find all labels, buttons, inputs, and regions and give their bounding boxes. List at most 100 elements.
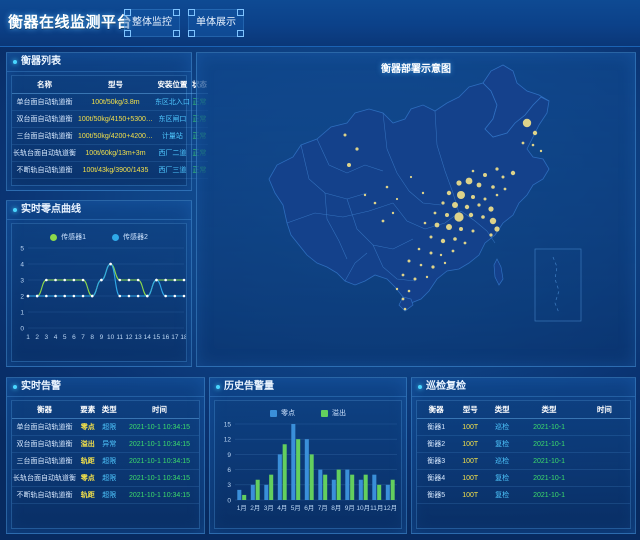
svg-text:6: 6 xyxy=(72,334,76,341)
map-deployment-dot xyxy=(453,237,457,241)
legend-item[interactable]: 零点 xyxy=(270,408,295,418)
table-row[interactable]: 不断轨自动轨道衡 轨距 超限 2021-10-1 10:34:15 xyxy=(12,486,199,504)
table-row[interactable]: 衡器1 100T 巡检 2021-10-1 xyxy=(417,418,630,436)
cell-time xyxy=(578,469,630,487)
map-deployment-dot xyxy=(521,141,525,145)
china-map[interactable] xyxy=(197,53,635,366)
map-deployment-dot xyxy=(503,187,507,191)
map-deployment-dot xyxy=(464,204,470,210)
legend-item[interactable]: 传感器1 xyxy=(50,232,86,242)
nav-button-single-display[interactable]: 单体展示 xyxy=(188,9,244,37)
map-deployment-dot xyxy=(343,133,347,137)
column-header: 名称 xyxy=(12,76,77,94)
map-deployment-dot xyxy=(425,275,429,279)
table-row[interactable]: 衡器3 100T 巡检 2021-10-1 xyxy=(417,452,630,470)
column-header: 要素 xyxy=(77,401,99,419)
page-title: 衡器在线监测平台 xyxy=(8,14,133,31)
table-row[interactable]: 衡器4 100T 复检 2021-10-1 xyxy=(417,469,630,487)
cell-time: 2021-10-1 10:34:15 xyxy=(120,452,199,470)
svg-text:11: 11 xyxy=(116,334,123,341)
svg-text:16: 16 xyxy=(162,334,170,341)
svg-text:8月: 8月 xyxy=(331,504,341,512)
cell-date: 2021-10-1 xyxy=(519,435,579,453)
cell-type: 复检 xyxy=(485,435,520,453)
column-header: 型号 xyxy=(77,76,154,94)
panel-title-inspection: 巡检复检 xyxy=(412,378,635,397)
history-alarm-body: 零点 溢出 0 3 6 9 12 15 1月 2月 3月 4月 5月 6月 7月 8月 9月 10月 11月 12月 xyxy=(214,400,402,529)
table-row[interactable]: 双台面自动轨道衡 溢出 异常 2021-10-1 10:34:15 xyxy=(12,435,199,453)
map-deployment-dot xyxy=(429,235,433,239)
cell-date: 2021-10-1 xyxy=(519,486,579,504)
history-alarm-chart: 0 3 6 9 12 15 1月 2月 3月 4月 5月 6月 7月 8月 9月 10月 11月 12月 xyxy=(224,421,397,512)
cell-name: 长轨台面自动轨道衡 xyxy=(12,144,77,162)
column-header: 类型 xyxy=(98,401,120,419)
corner-icon xyxy=(124,9,131,16)
map-deployment-dot xyxy=(445,213,449,217)
table-row[interactable]: 三台面自动轨道衡 轨距 超限 2021-10-1 10:34:15 xyxy=(12,452,199,470)
cell-model: 100t/50kg/4200+4200… xyxy=(77,127,154,145)
svg-text:1: 1 xyxy=(26,334,30,341)
map-deployment-dot xyxy=(510,170,516,176)
map-deployment-dot xyxy=(373,201,377,205)
cell-time xyxy=(578,486,630,504)
map-deployment-dot xyxy=(457,191,465,199)
map-deployment-dot xyxy=(419,263,423,267)
map-deployment-dot xyxy=(443,261,447,265)
panel-title-history-alarm: 历史告警量 xyxy=(210,378,406,397)
panel-device-list: 衡器列表 名称型号安装位置状态 单台面自动轨道衡100t/50kg/3.8m东区… xyxy=(6,52,208,191)
table-row[interactable]: 衡器5 100T 复检 2021-10-1 xyxy=(417,486,630,504)
svg-text:7: 7 xyxy=(81,334,85,341)
cell-device: 衡器5 xyxy=(417,486,456,504)
table-header-row: 名称型号安装位置状态 xyxy=(12,76,208,94)
zero-curve-body: 传感器1 传感器2 0 1 2 3 4 5 1 2 3 4 5 6 7 8 9 10 11 12 13 14 15 16 17… xyxy=(11,223,187,362)
panel-title-zero-curve: 实时零点曲线 xyxy=(7,201,191,220)
table-header-row: 衡器 要素 类型 时间 xyxy=(12,401,199,419)
map-deployment-dot xyxy=(539,149,543,153)
cell-type: 超限 xyxy=(98,486,120,504)
svg-text:1月: 1月 xyxy=(237,504,247,512)
table-header-row: 衡器 型号 类型 类型 时间 xyxy=(417,401,630,419)
svg-text:4月: 4月 xyxy=(277,504,287,512)
column-header: 衡器 xyxy=(12,401,77,419)
cell-name: 双台面自动轨道衡 xyxy=(12,110,77,128)
svg-text:12: 12 xyxy=(224,437,232,444)
map-deployment-dot xyxy=(407,289,411,293)
legend-item[interactable]: 传感器2 xyxy=(112,232,148,242)
cell-element: 轨距 xyxy=(77,452,99,470)
legend-swatch-icon xyxy=(270,409,277,417)
map-deployment-dot xyxy=(381,219,385,223)
nav-button-overall-monitor[interactable]: 整体监控 xyxy=(124,9,180,37)
cell-time: 2021-10-1 10:34:15 xyxy=(120,435,199,453)
map-deployment-dot xyxy=(347,163,351,167)
map-deployment-dot xyxy=(489,233,493,237)
map-deployment-dot xyxy=(532,130,538,136)
svg-text:5: 5 xyxy=(20,245,24,252)
cell-type: 异常 xyxy=(98,435,120,453)
table-row[interactable]: 衡器2 100T 复检 2021-10-1 xyxy=(417,435,630,453)
map-deployment-dot xyxy=(434,222,440,228)
svg-text:2: 2 xyxy=(20,293,24,300)
table-row[interactable]: 单台面自动轨道衡 零点 超限 2021-10-1 10:34:15 xyxy=(12,418,199,436)
map-deployment-dot xyxy=(401,297,405,301)
cell-date: 2021-10-1 xyxy=(519,452,579,470)
svg-text:9: 9 xyxy=(100,334,104,341)
cell-name: 单台面自动轨道衡 xyxy=(12,93,77,111)
legend-item[interactable]: 溢出 xyxy=(321,408,346,418)
cell-name: 不断轨自动轨道衡 xyxy=(12,161,77,179)
map-deployment-dot xyxy=(407,259,411,263)
svg-text:14: 14 xyxy=(144,334,152,341)
table-row[interactable]: 长轨台面自动轨道衡 零点 超限 2021-10-1 10:34:15 xyxy=(12,469,199,487)
svg-text:3: 3 xyxy=(20,277,24,284)
header-nav: 整体监控 单体展示 xyxy=(124,9,244,37)
corner-icon xyxy=(237,30,244,37)
panel-zero-curve: 实时零点曲线 传感器1 传感器2 0 1 2 3 4 5 1 2 3 4 5 6 7 8 9 10 11 12 13 1… xyxy=(6,200,192,367)
cell-model: 100T xyxy=(455,469,486,487)
cell-element: 溢出 xyxy=(77,435,99,453)
svg-text:5: 5 xyxy=(63,334,67,341)
cell-element: 零点 xyxy=(77,418,99,436)
